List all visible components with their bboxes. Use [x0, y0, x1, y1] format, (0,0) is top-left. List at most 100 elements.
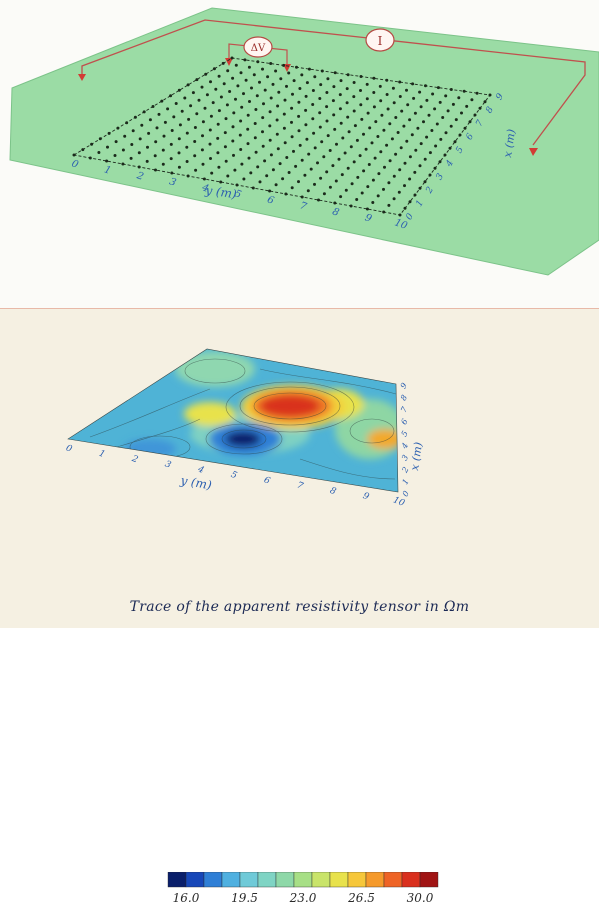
grid-point: [312, 131, 316, 135]
grid-point: [297, 180, 300, 184]
grid-point: [209, 114, 213, 118]
grid-point: [451, 102, 455, 106]
colorbar-cell: [419, 871, 439, 888]
grid-point: [465, 104, 469, 108]
grid-point: [478, 106, 482, 110]
grid-point: [170, 129, 174, 132]
grid-point: [258, 180, 262, 184]
grid-point: [374, 120, 378, 124]
grid-point: [235, 183, 239, 187]
tick-label: 4: [399, 441, 410, 451]
grid-point: [186, 83, 190, 87]
grid-point: [352, 160, 356, 164]
grid-point: [209, 157, 212, 160]
grid-point: [360, 117, 364, 121]
grid-point: [153, 154, 157, 158]
grid-point: [81, 148, 85, 152]
tick-label: 0: [64, 443, 73, 455]
grid-point: [281, 177, 285, 181]
grid-point: [333, 127, 337, 131]
grid-point: [254, 108, 258, 111]
colorbar-tick-labels: 16.0 19.5 23.0 26.5 30.0: [173, 891, 434, 905]
grid-point: [387, 203, 391, 207]
grid-point: [195, 112, 199, 116]
grid-point: [230, 56, 234, 60]
grid-point: [318, 125, 322, 129]
grid-point: [411, 82, 415, 86]
grid-point: [268, 189, 272, 193]
tick-label: 3: [400, 453, 410, 462]
grid-point: [263, 159, 267, 163]
grid-point: [383, 165, 386, 169]
grid-point: [232, 111, 236, 115]
grid-point: [352, 81, 356, 84]
grid-point: [285, 156, 289, 159]
tick-label: 6: [266, 194, 276, 207]
measurement-grid-points: [72, 56, 492, 217]
grid-point: [433, 107, 437, 111]
grid-point: [261, 144, 265, 148]
grid-point: [121, 148, 125, 152]
grid-point: [359, 75, 363, 78]
grid-point: [460, 111, 463, 115]
grid-point: [378, 84, 382, 88]
grid-point: [154, 168, 157, 172]
grid-point: [105, 159, 109, 163]
grid-point: [448, 146, 452, 150]
grid-point: [352, 95, 356, 99]
grid-point: [366, 185, 370, 189]
colorbar-cell: [167, 871, 187, 888]
grid-point: [200, 85, 204, 89]
grid-point: [233, 168, 237, 172]
grid-point: [410, 133, 414, 137]
grid-point: [231, 125, 235, 129]
grid-point: [341, 136, 345, 140]
grid-point: [306, 189, 310, 193]
grid-point: [290, 135, 294, 139]
grid-point: [290, 186, 294, 190]
grid-point: [382, 128, 386, 132]
grid-point: [169, 157, 173, 161]
tick-label: 4: [195, 464, 205, 476]
grid-point: [130, 143, 134, 146]
tick-label: 2: [129, 454, 139, 466]
grid-point: [376, 135, 380, 138]
colorbar-cell: [257, 871, 277, 888]
colorbar-tick-label: 26.5: [347, 891, 375, 905]
grid-point: [214, 87, 218, 91]
grid-point: [325, 170, 329, 174]
grid-point: [365, 207, 369, 211]
grid-point: [224, 117, 228, 121]
grid-point: [287, 171, 291, 174]
grid-point: [398, 168, 402, 172]
grid-point: [187, 117, 191, 121]
grid-point: [247, 65, 251, 69]
grid-point: [322, 192, 326, 196]
grid-point: [268, 124, 272, 128]
grid-point: [408, 177, 412, 181]
grid-point: [377, 172, 381, 176]
survey-layout-panel: I ΔV 0 1 2 3 4 5 6 7 8 9 10 0 1 2 3 4 5 6 7 8 9 y (m) x (m): [0, 0, 599, 308]
grid-point: [431, 92, 435, 96]
grid-point: [216, 136, 220, 140]
tick-label: 1: [97, 449, 106, 460]
grid-point: [337, 157, 341, 161]
x-axis-ticks: 0 1 2 3 4 5 6 7 8 9: [399, 381, 411, 498]
grid-point: [107, 131, 111, 135]
x-axis-ticks: 0 1 2 3 4 5 6 7 8 9: [405, 92, 507, 222]
voltage-electrode-left: [225, 58, 233, 66]
grid-point: [234, 97, 237, 101]
grid-point: [434, 144, 438, 148]
tick-label: 7: [298, 200, 308, 213]
colorbar-cell: [221, 871, 241, 888]
grid-point: [413, 193, 417, 197]
grid-point: [320, 69, 324, 73]
grid-point: [275, 118, 279, 122]
grid-point: [242, 177, 246, 181]
grid-point: [418, 186, 422, 190]
grid-point: [305, 137, 309, 141]
grid-point: [388, 122, 392, 126]
grid-point: [413, 170, 417, 174]
grid-point: [339, 195, 343, 199]
survey-layout-figure: I ΔV 0 1 2 3 4 5 6 7 8 9 10 0 1 2 3 4 5 6 7 8 9 y (m) x (m): [9, 7, 599, 276]
